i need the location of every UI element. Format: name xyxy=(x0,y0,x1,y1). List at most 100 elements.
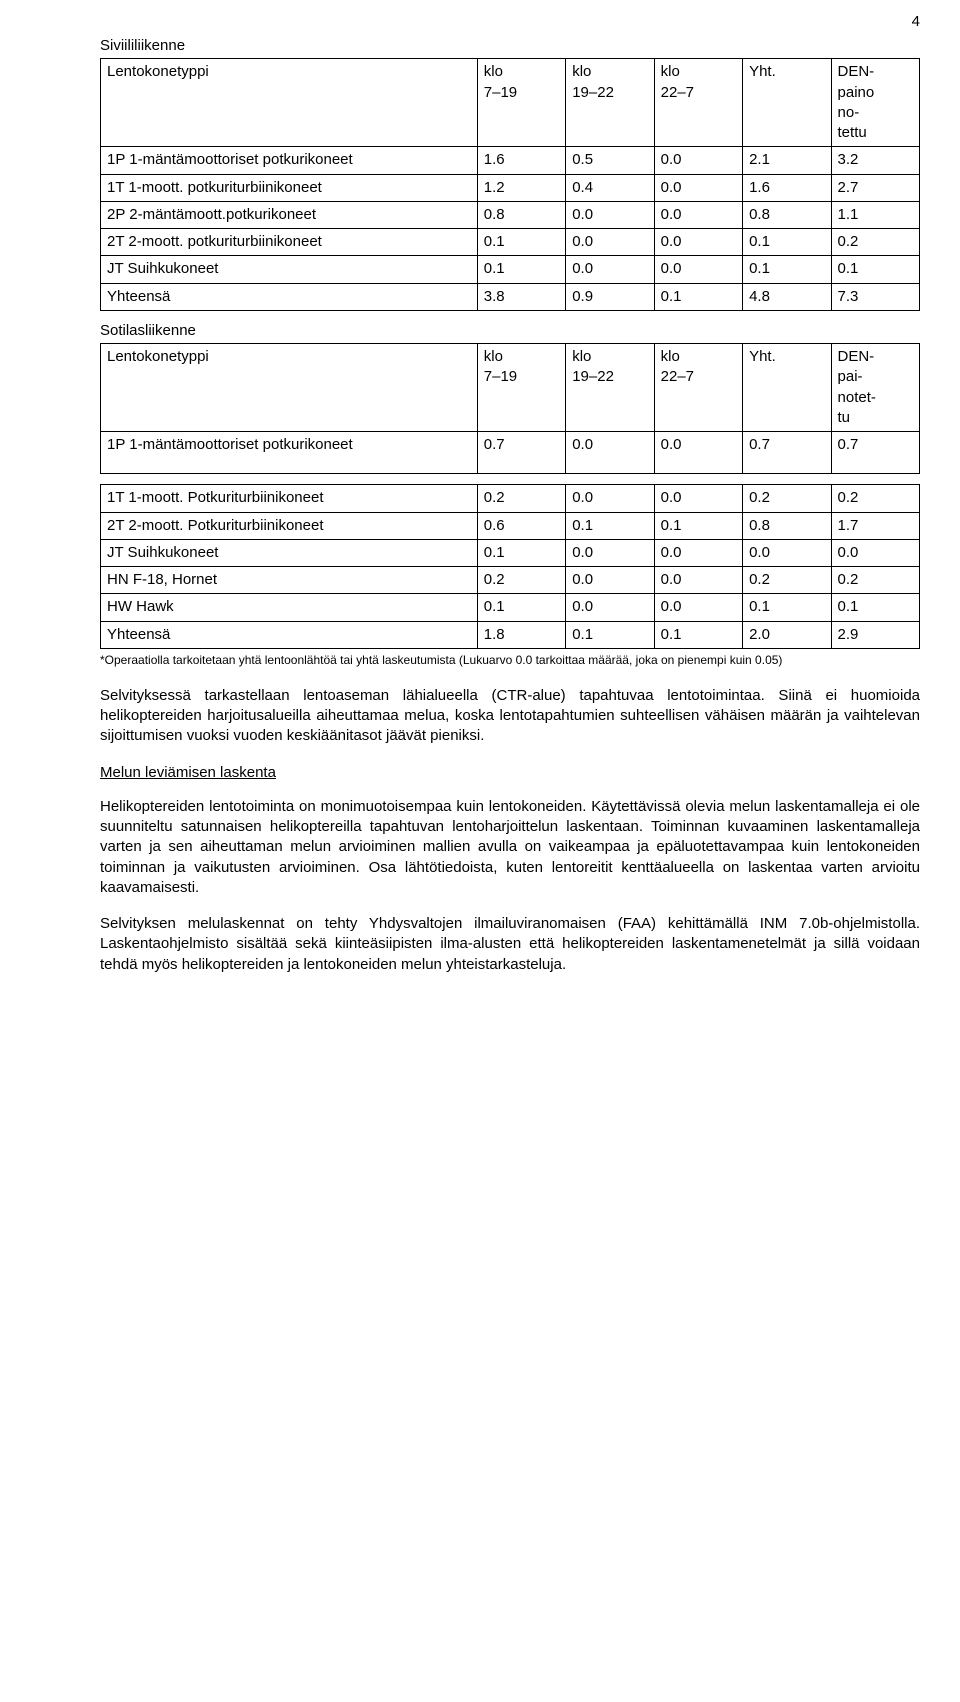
page-number: 4 xyxy=(912,12,920,32)
cell: 2T 2-moott. Potkuriturbiinikoneet xyxy=(101,512,478,539)
cell: 0.0 xyxy=(566,539,654,566)
table-row: HW Hawk0.10.00.00.10.1 xyxy=(101,594,920,621)
cell: 0.5 xyxy=(566,147,654,174)
cell: 0.0 xyxy=(654,432,742,474)
cell: 0.2 xyxy=(477,485,565,512)
section-civil-title: Siviililiikenne xyxy=(100,36,920,56)
col-header: klo 22–7 xyxy=(654,59,742,147)
cell: 1.8 xyxy=(477,621,565,648)
cell: 2.1 xyxy=(743,147,831,174)
table-header-row: Lentokonetyppi klo 7–19 klo 19–22 klo 22… xyxy=(101,344,920,432)
cell: 1T 1-moott. potkuriturbiinikoneet xyxy=(101,174,478,201)
cell: 0.2 xyxy=(477,567,565,594)
table-row: 2T 2-moott. Potkuriturbiinikoneet0.60.10… xyxy=(101,512,920,539)
col-header: Yht. xyxy=(743,59,831,147)
cell: 1T 1-moott. Potkuriturbiinikoneet xyxy=(101,485,478,512)
col-header: klo 7–19 xyxy=(477,344,565,432)
paragraph-1: Selvityksessä tarkastellaan lentoaseman … xyxy=(100,686,920,747)
col-header: klo 7–19 xyxy=(477,59,565,147)
cell: 0.0 xyxy=(566,432,654,474)
cell: 1P 1-mäntämoottoriset potkurikoneet xyxy=(101,432,478,474)
cell: Yhteensä xyxy=(101,283,478,310)
cell: 0.8 xyxy=(743,512,831,539)
cell: 0.0 xyxy=(654,174,742,201)
cell: 0.1 xyxy=(743,256,831,283)
cell: 0.1 xyxy=(477,594,565,621)
cell: 0.1 xyxy=(831,256,919,283)
cell: 0.0 xyxy=(566,567,654,594)
cell: 2.9 xyxy=(831,621,919,648)
cell: 1.6 xyxy=(477,147,565,174)
cell: 0.2 xyxy=(831,485,919,512)
cell: 1.6 xyxy=(743,174,831,201)
military-traffic-table-a: Lentokonetyppi klo 7–19 klo 19–22 klo 22… xyxy=(100,343,920,474)
subheading-noise-calc: Melun leviämisen laskenta xyxy=(100,763,920,783)
cell: JT Suihkukoneet xyxy=(101,539,478,566)
table-row: 1T 1-moott. Potkuriturbiinikoneet0.20.00… xyxy=(101,485,920,512)
col-header: klo 22–7 xyxy=(654,344,742,432)
cell: 0.1 xyxy=(654,283,742,310)
cell: 2.0 xyxy=(743,621,831,648)
cell: HW Hawk xyxy=(101,594,478,621)
cell: 0.0 xyxy=(654,256,742,283)
cell: JT Suihkukoneet xyxy=(101,256,478,283)
cell: 0.0 xyxy=(566,229,654,256)
cell: 2T 2-moott. potkuriturbiinikoneet xyxy=(101,229,478,256)
cell: 0.2 xyxy=(743,485,831,512)
cell: 0.1 xyxy=(477,539,565,566)
table-row: 1P 1-mäntämoottoriset potkurikoneet1.60.… xyxy=(101,147,920,174)
col-header: klo 19–22 xyxy=(566,59,654,147)
cell: 7.3 xyxy=(831,283,919,310)
paragraph-2: Helikoptereiden lentotoiminta on monimuo… xyxy=(100,797,920,898)
cell: 0.7 xyxy=(743,432,831,474)
table-row: 1P 1-mäntämoottoriset potkurikoneet0.70.… xyxy=(101,432,920,474)
cell: 1.7 xyxy=(831,512,919,539)
cell: 0.1 xyxy=(566,621,654,648)
col-header: Lentokonetyppi xyxy=(101,59,478,147)
cell: 1.1 xyxy=(831,201,919,228)
cell: 0.0 xyxy=(654,229,742,256)
table-row: Yhteensä1.80.10.12.02.9 xyxy=(101,621,920,648)
cell: 0.1 xyxy=(477,256,565,283)
cell: 0.1 xyxy=(477,229,565,256)
cell: 0.2 xyxy=(743,567,831,594)
cell: 0.2 xyxy=(831,229,919,256)
cell: 0.6 xyxy=(477,512,565,539)
cell: 1P 1-mäntämoottoriset potkurikoneet xyxy=(101,147,478,174)
cell: 4.8 xyxy=(743,283,831,310)
cell: 0.8 xyxy=(743,201,831,228)
cell: 0.2 xyxy=(831,567,919,594)
cell: 0.0 xyxy=(743,539,831,566)
table-row: 1T 1-moott. potkuriturbiinikoneet1.20.40… xyxy=(101,174,920,201)
col-header: klo 19–22 xyxy=(566,344,654,432)
cell: 3.8 xyxy=(477,283,565,310)
cell: 0.1 xyxy=(566,512,654,539)
section-military-title: Sotilasliikenne xyxy=(100,321,920,341)
table-row: Yhteensä3.80.90.14.87.3 xyxy=(101,283,920,310)
col-header: Lentokonetyppi xyxy=(101,344,478,432)
cell: 0.1 xyxy=(743,594,831,621)
cell: 0.0 xyxy=(566,256,654,283)
cell: 2P 2-mäntämoott.potkurikoneet xyxy=(101,201,478,228)
cell: 0.0 xyxy=(566,594,654,621)
cell: 0.1 xyxy=(654,621,742,648)
cell: 0.1 xyxy=(654,512,742,539)
cell: 0.8 xyxy=(477,201,565,228)
cell: 0.9 xyxy=(566,283,654,310)
col-header: DEN- pai- notet- tu xyxy=(831,344,919,432)
col-header: Yht. xyxy=(743,344,831,432)
cell: 0.0 xyxy=(654,201,742,228)
cell: 0.0 xyxy=(654,567,742,594)
cell: 1.2 xyxy=(477,174,565,201)
civil-traffic-table: Lentokonetyppi klo 7–19 klo 19–22 klo 22… xyxy=(100,58,920,311)
table-header-row: Lentokonetyppi klo 7–19 klo 19–22 klo 22… xyxy=(101,59,920,147)
table-row: JT Suihkukoneet0.10.00.00.00.0 xyxy=(101,539,920,566)
cell: 0.4 xyxy=(566,174,654,201)
cell: 0.0 xyxy=(654,539,742,566)
cell: 0.0 xyxy=(566,201,654,228)
cell: 0.0 xyxy=(654,147,742,174)
cell: 0.7 xyxy=(831,432,919,474)
table-row: 2P 2-mäntämoott.potkurikoneet0.80.00.00.… xyxy=(101,201,920,228)
cell: 0.1 xyxy=(743,229,831,256)
paragraph-3: Selvityksen melulaskennat on tehty Yhdys… xyxy=(100,914,920,975)
